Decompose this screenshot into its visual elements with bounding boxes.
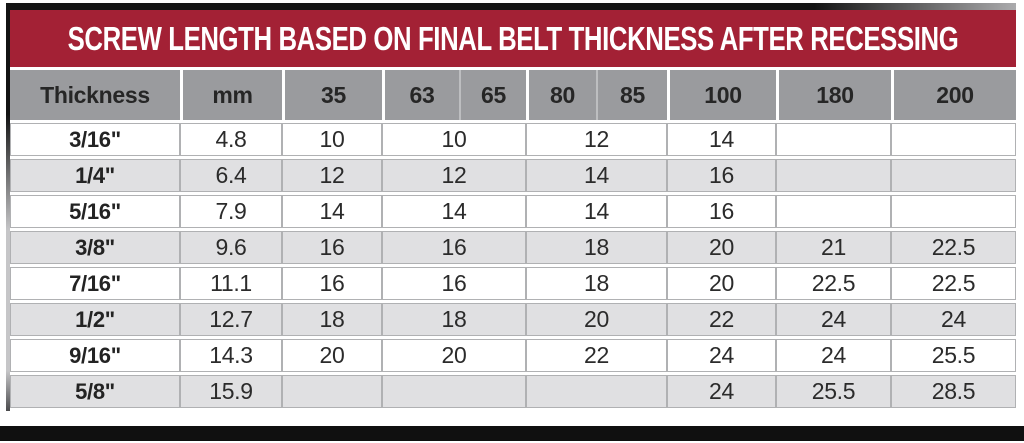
column-header-65: 65 xyxy=(459,70,526,120)
value-cell xyxy=(776,123,891,156)
value-cell: 20 xyxy=(667,231,776,264)
thickness-cell: 3/8" xyxy=(10,231,180,264)
mm-cell: 7.9 xyxy=(180,195,282,228)
mm-cell: 6.4 xyxy=(180,159,282,192)
value-cell: 16 xyxy=(282,231,382,264)
title-banner: SCREW LENGTH BASED ON FINAL BELT THICKNE… xyxy=(10,10,1016,67)
page-title: SCREW LENGTH BASED ON FINAL BELT THICKNE… xyxy=(67,19,959,57)
value-cell: 21 xyxy=(776,231,891,264)
value-cell: 18 xyxy=(282,303,382,336)
mm-cell: 12.7 xyxy=(180,303,282,336)
table-row: 5/16" 7.9 14 14 14 16 xyxy=(10,195,1016,228)
value-cell: 18 xyxy=(526,267,667,300)
table-row: 1/4" 6.4 12 12 14 16 xyxy=(10,159,1016,192)
value-cell: 22 xyxy=(526,339,667,372)
value-cell: 20 xyxy=(382,339,526,372)
table-row: 5/8" 15.9 24 25.5 28.5 xyxy=(10,375,1016,408)
value-cell xyxy=(776,159,891,192)
value-cell: 24 xyxy=(776,303,891,336)
column-header-mm: mm xyxy=(180,70,282,120)
table-frame: SCREW LENGTH BASED ON FINAL BELT THICKNE… xyxy=(6,3,1016,411)
value-cell: 20 xyxy=(282,339,382,372)
value-cell: 24 xyxy=(667,339,776,372)
value-cell: 12 xyxy=(382,159,526,192)
value-cell xyxy=(891,123,1016,156)
mm-cell: 14.3 xyxy=(180,339,282,372)
mm-cell: 15.9 xyxy=(180,375,282,408)
mm-cell: 9.6 xyxy=(180,231,282,264)
value-cell: 25.5 xyxy=(776,375,891,408)
value-cell: 18 xyxy=(382,303,526,336)
value-cell: 16 xyxy=(667,195,776,228)
value-cell xyxy=(891,159,1016,192)
table-top-border xyxy=(6,3,1016,10)
value-cell: 20 xyxy=(526,303,667,336)
value-cell: 12 xyxy=(282,159,382,192)
value-cell: 10 xyxy=(282,123,382,156)
value-cell: 14 xyxy=(667,123,776,156)
column-header-63: 63 xyxy=(382,70,459,120)
value-cell: 10 xyxy=(382,123,526,156)
column-header-80: 80 xyxy=(526,70,596,120)
thickness-cell: 1/4" xyxy=(10,159,180,192)
value-cell: 14 xyxy=(526,195,667,228)
column-header-85: 85 xyxy=(596,70,667,120)
table-row: 3/8" 9.6 16 16 18 20 21 22.5 xyxy=(10,231,1016,264)
value-cell: 16 xyxy=(382,231,526,264)
value-cell: 14 xyxy=(526,159,667,192)
value-cell xyxy=(776,195,891,228)
thickness-cell: 3/16" xyxy=(10,123,180,156)
column-header-thickness: Thickness xyxy=(10,70,180,120)
value-cell: 22 xyxy=(667,303,776,336)
table-row: 9/16" 14.3 20 20 22 24 24 25.5 xyxy=(10,339,1016,372)
value-cell xyxy=(382,375,526,408)
thickness-cell: 7/16" xyxy=(10,267,180,300)
column-header-200: 200 xyxy=(891,70,1016,120)
table-bottom-border xyxy=(0,426,1024,441)
value-cell: 28.5 xyxy=(891,375,1016,408)
value-cell: 16 xyxy=(667,159,776,192)
value-cell xyxy=(891,195,1016,228)
value-cell: 24 xyxy=(776,339,891,372)
mm-cell: 11.1 xyxy=(180,267,282,300)
value-cell xyxy=(282,375,382,408)
value-cell: 16 xyxy=(282,267,382,300)
table-row: 1/2" 12.7 18 18 20 22 24 24 xyxy=(10,303,1016,336)
value-cell: 25.5 xyxy=(891,339,1016,372)
column-header-35: 35 xyxy=(282,70,382,120)
value-cell: 24 xyxy=(891,303,1016,336)
value-cell xyxy=(526,375,667,408)
column-header-180: 180 xyxy=(776,70,891,120)
value-cell: 14 xyxy=(282,195,382,228)
thickness-cell: 5/8" xyxy=(10,375,180,408)
value-cell: 22.5 xyxy=(891,231,1016,264)
value-cell: 14 xyxy=(382,195,526,228)
thickness-cell: 1/2" xyxy=(10,303,180,336)
value-cell: 22.5 xyxy=(776,267,891,300)
value-cell: 16 xyxy=(382,267,526,300)
table-row: 3/16" 4.8 10 10 12 14 xyxy=(10,123,1016,156)
value-cell: 18 xyxy=(526,231,667,264)
column-header-100: 100 xyxy=(667,70,776,120)
value-cell: 24 xyxy=(667,375,776,408)
header-row: Thickness mm 35 63 65 80 85 100 180 200 xyxy=(10,70,1016,120)
value-cell: 12 xyxy=(526,123,667,156)
table-row: 7/16" 11.1 16 16 18 20 22.5 22.5 xyxy=(10,267,1016,300)
thickness-cell: 5/16" xyxy=(10,195,180,228)
mm-cell: 4.8 xyxy=(180,123,282,156)
value-cell: 22.5 xyxy=(891,267,1016,300)
thickness-cell: 9/16" xyxy=(10,339,180,372)
screw-length-table: Thickness mm 35 63 65 80 85 100 180 200 xyxy=(10,67,1016,411)
table-left-border xyxy=(6,10,10,411)
value-cell: 20 xyxy=(667,267,776,300)
